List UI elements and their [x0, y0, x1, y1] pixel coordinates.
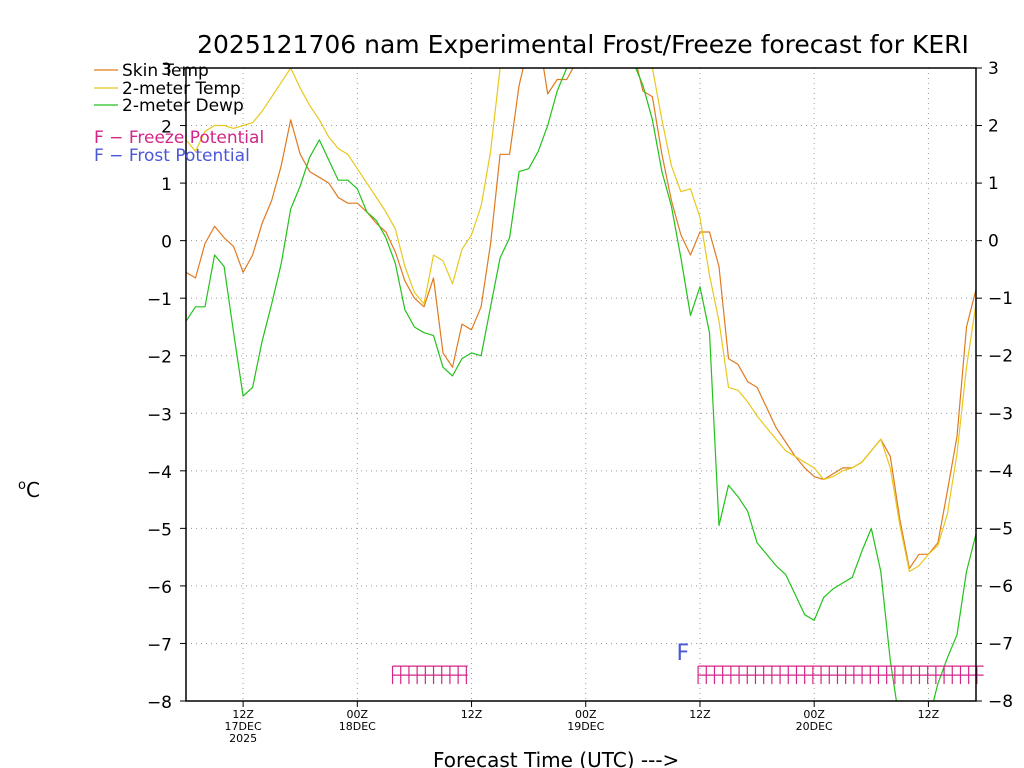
- freeze-frost-markers: F: [391, 641, 984, 685]
- series-line-2-meter-dewp: [186, 68, 976, 701]
- y-tick-label-right: 1: [988, 174, 999, 194]
- y-tick-label-left: −4: [147, 463, 172, 483]
- y-tick-label-right: −8: [988, 692, 1013, 712]
- y-tick-label-right: 2: [988, 117, 999, 137]
- legend-label-2m-temp: 2-meter Temp: [122, 79, 241, 99]
- y-tick-label-left: −8: [147, 693, 172, 713]
- y-tick-label-right: −4: [988, 462, 1013, 482]
- y-tick-label-right: 3: [988, 59, 999, 79]
- x-tick-label: 12Z: [689, 708, 711, 721]
- legend: Skin Temp 2-meter Temp 2-meter Dewp F − …: [94, 61, 264, 166]
- x-tick-label: 00Z: [347, 708, 369, 721]
- y-tick-label-right: 0: [988, 232, 999, 252]
- legend-label-skin-temp: Skin Temp: [122, 61, 209, 81]
- gridlines: [186, 68, 976, 701]
- x-tick-label: 12Z: [232, 708, 254, 721]
- y-axis-label-unit: C: [26, 478, 40, 502]
- y-tick-label-right: −6: [988, 577, 1013, 597]
- plot-frame: [185, 67, 977, 702]
- y-tick-label-left: 2: [161, 118, 172, 138]
- y-tick-label-left: −6: [147, 578, 172, 598]
- y-tick-label-right: −7: [988, 634, 1013, 654]
- y-tick-label-left: −7: [147, 635, 172, 655]
- y-axis-label: oC: [18, 478, 40, 502]
- x-tick-label: 00Z: [803, 708, 825, 721]
- x-tick-label: 19DEC: [567, 720, 604, 733]
- series-line-2-meter-temp: [186, 68, 976, 573]
- x-tick-label: 18DEC: [339, 720, 376, 733]
- x-tick-label: 20DEC: [796, 720, 833, 733]
- x-tick-label: 17DEC: [225, 720, 262, 733]
- y-tick-label-left: −1: [147, 290, 172, 310]
- x-tick-label: 12Z: [461, 708, 483, 721]
- y-axis-right: 3 2 1 0 −1 −2 −3 −4 −5 −6 −7 −8: [976, 59, 1013, 712]
- y-axis-label-degree: o: [18, 478, 26, 493]
- x-tick-label: 2025: [229, 732, 257, 745]
- y-tick-label-left: 0: [161, 233, 172, 253]
- chart-title: 2025121706 nam Experimental Frost/Freeze…: [197, 30, 969, 59]
- series-lines: [186, 68, 976, 701]
- y-tick-label-left: 3: [161, 60, 172, 80]
- legend-freeze-potential: F − Freeze Potential: [94, 128, 264, 148]
- frost-marker: F: [677, 641, 690, 666]
- x-tick-label: 00Z: [575, 708, 597, 721]
- y-tick-label-right: −5: [988, 519, 1013, 539]
- y-tick-label-right: −1: [988, 289, 1013, 309]
- x-tick-label: 12Z: [918, 708, 940, 721]
- y-tick-label-right: −3: [988, 404, 1013, 424]
- y-axis-left: 3 2 1 0 −1 −2 −3 −4 −5 −6 −7 −8: [147, 60, 186, 713]
- y-tick-label-left: −3: [147, 405, 172, 425]
- x-axis-label: Forecast Time (UTC) --->: [433, 748, 679, 768]
- y-tick-label-left: −5: [147, 520, 172, 540]
- y-tick-label-left: 1: [161, 175, 172, 195]
- legend-frost-potential: F − Frost Potential: [94, 146, 250, 166]
- legend-label-2m-dewp: 2-meter Dewp: [122, 96, 244, 116]
- y-tick-label-right: −2: [988, 347, 1013, 367]
- y-tick-label-left: −2: [147, 348, 172, 368]
